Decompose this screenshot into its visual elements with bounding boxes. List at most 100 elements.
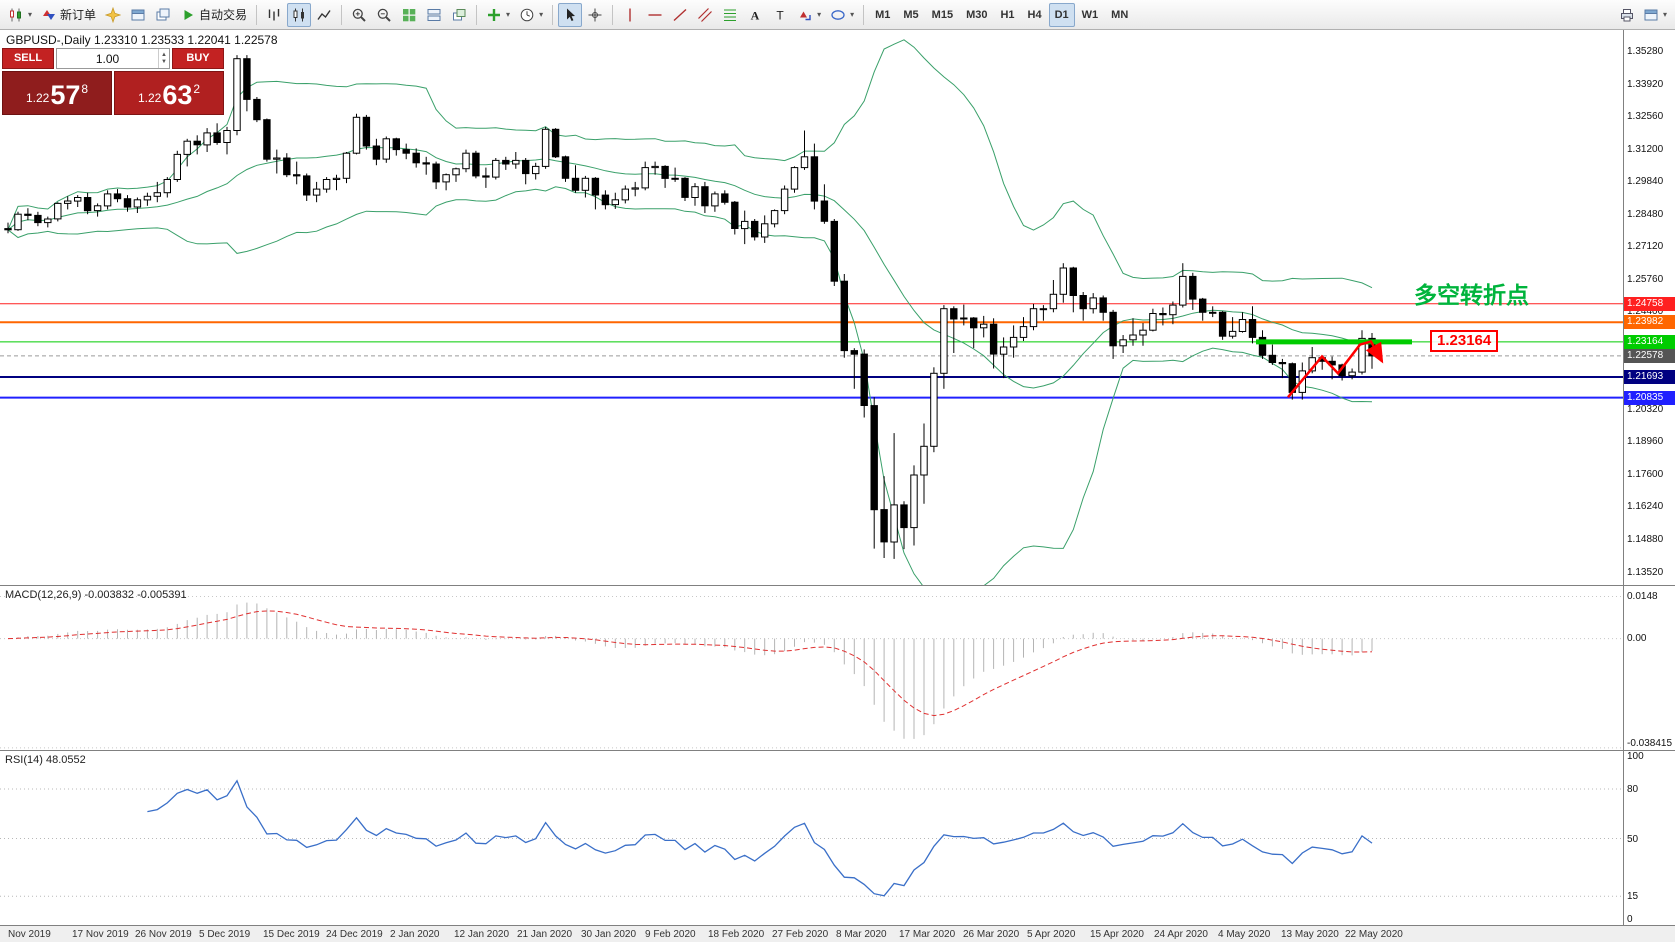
channel-button[interactable]	[693, 3, 717, 27]
shapes-icon	[830, 7, 846, 23]
timeframe-h1-button[interactable]: H1	[994, 3, 1020, 27]
buy-price-tile[interactable]: 1.22 63 2	[114, 71, 224, 115]
price-tag: 1.23982	[1624, 315, 1675, 329]
candle-chart-button[interactable]	[287, 2, 312, 27]
rsi-axis-label: 80	[1627, 784, 1639, 795]
zoom-out-icon	[376, 7, 392, 23]
timeframe-w1-button[interactable]: W1	[1076, 3, 1105, 27]
new-order-button[interactable]: 新订单	[37, 3, 100, 27]
timeframe-m30-button[interactable]: M30	[960, 3, 993, 27]
linechart-icon	[316, 7, 332, 23]
line-chart-button[interactable]	[312, 3, 336, 27]
new-chart-button[interactable]: ▾	[4, 3, 36, 27]
time-axis[interactable]: Nov 2019 17 Nov 2019 26 Nov 2019 5 Dec 2019…	[0, 925, 1675, 942]
timeframe-m1-button[interactable]: M1	[869, 3, 896, 27]
horizontal-line-button[interactable]	[643, 3, 667, 27]
date-label: 12 Jan 2020	[454, 929, 510, 940]
price-tag: 1.23164	[1624, 335, 1675, 349]
price-tick-label: 1.18960	[1627, 436, 1664, 447]
date-label: 26 Nov 2019	[135, 929, 192, 940]
volume-spin-buttons[interactable]: ▲ ▼	[158, 49, 169, 68]
date-label: 30 Jan 2020	[581, 929, 637, 940]
vertical-line-button[interactable]	[618, 3, 642, 27]
price-tag: 1.22578	[1624, 349, 1675, 363]
compass-icon	[105, 6, 122, 23]
metaeditor-button[interactable]	[101, 3, 125, 27]
svg-text:T: T	[776, 8, 784, 22]
spin-down-icon[interactable]: ▼	[161, 58, 167, 65]
buy-button[interactable]: BUY	[172, 48, 224, 69]
rsi-label: RSI(14) 48.0552	[5, 754, 86, 766]
fibonacci-button[interactable]	[718, 3, 742, 27]
cascade-icon	[155, 7, 171, 23]
volume-input[interactable]	[57, 49, 159, 68]
trendline-button[interactable]	[668, 3, 692, 27]
timeframe-h4-button[interactable]: H4	[1022, 3, 1048, 27]
date-label: 13 May 2020	[1281, 929, 1339, 940]
market-watch-button[interactable]	[126, 3, 150, 27]
sell-price-tile[interactable]: 1.22 57 8	[2, 71, 112, 115]
spin-up-icon[interactable]: ▲	[161, 51, 167, 58]
rsi-chart[interactable]	[0, 751, 1623, 926]
trade-panel-prices: 1.22 57 8 1.22 63 2	[2, 71, 224, 115]
price-tag: 1.20835	[1624, 391, 1675, 405]
tile-windows-button[interactable]	[397, 3, 421, 27]
toolbar-separator	[476, 4, 478, 25]
date-label: 17 Mar 2020	[899, 929, 956, 940]
print-button[interactable]	[1615, 3, 1639, 27]
dropdown-caret-icon: ▾	[506, 10, 511, 19]
macd-axis-label: 0.00	[1627, 633, 1647, 644]
arrows-icon	[797, 7, 813, 23]
zoom-out-button[interactable]	[372, 3, 396, 27]
crosshair-icon	[587, 7, 603, 23]
window-list-button[interactable]: ▾	[1639, 3, 1671, 27]
price-tick-label: 1.32560	[1627, 111, 1664, 122]
cursor-button[interactable]	[558, 2, 583, 27]
indicators-button[interactable]: ▾	[482, 3, 514, 27]
navigator-button[interactable]	[151, 3, 175, 27]
svg-text:A: A	[751, 8, 760, 22]
date-label: 9 Feb 2020	[645, 929, 696, 940]
arrows-button[interactable]: ▾	[793, 3, 825, 27]
price-scale[interactable]: 1.35280 1.33920 1.32560 1.31200 1.29840 1.284…	[1623, 30, 1675, 585]
label-button[interactable]: T	[768, 3, 792, 27]
crosshair-button[interactable]	[583, 3, 607, 27]
date-label: 21 Jan 2020	[517, 929, 573, 940]
timeframe-m5-button[interactable]: M5	[897, 3, 924, 27]
arrange-cascade-button[interactable]	[447, 3, 471, 27]
tileh-icon	[426, 7, 442, 23]
sell-button[interactable]: SELL	[2, 48, 54, 69]
trade-panel-header: SELL ▲▼ BUY	[2, 48, 224, 69]
timeframe-d1-button[interactable]: D1	[1048, 2, 1075, 27]
zoom-in-button[interactable]	[347, 3, 371, 27]
macd-chart[interactable]	[0, 586, 1623, 751]
cascade2-icon	[451, 7, 467, 23]
channel-icon	[697, 7, 713, 23]
date-label: 22 May 2020	[1345, 929, 1403, 940]
date-label: 27 Feb 2020	[772, 929, 829, 940]
sell-price-pipette: 8	[81, 82, 89, 96]
volume-stepper[interactable]: ▲▼	[56, 48, 170, 69]
bar-chart-button[interactable]	[262, 3, 286, 27]
price-chart[interactable]	[0, 30, 1623, 585]
price-tick-label: 1.25760	[1627, 274, 1664, 285]
dropdown-caret-icon: ▾	[817, 10, 822, 19]
zoom-in-icon	[351, 7, 367, 23]
text-button[interactable]: A	[743, 3, 767, 27]
date-label: 15 Apr 2020	[1090, 929, 1144, 940]
arrange-horizontal-button[interactable]	[422, 3, 446, 27]
shapes-button[interactable]: ▾	[826, 3, 858, 27]
hline-icon	[647, 7, 663, 23]
timeframe-m15-button[interactable]: M15	[926, 3, 959, 27]
periods-button[interactable]: ▾	[515, 3, 547, 27]
date-label: 8 Mar 2020	[836, 929, 887, 940]
label-icon: T	[772, 7, 788, 23]
rsi-scale: 100 80 50 15 0	[1623, 751, 1675, 925]
autotrading-button[interactable]: 自动交易	[176, 3, 251, 27]
timeframe-mn-button[interactable]: MN	[1105, 3, 1134, 27]
date-label: 2 Jan 2020	[390, 929, 440, 940]
trend-arrow-drawing	[1287, 340, 1384, 399]
plus-icon	[486, 7, 502, 23]
price-tick-label: 1.17600	[1627, 469, 1664, 480]
